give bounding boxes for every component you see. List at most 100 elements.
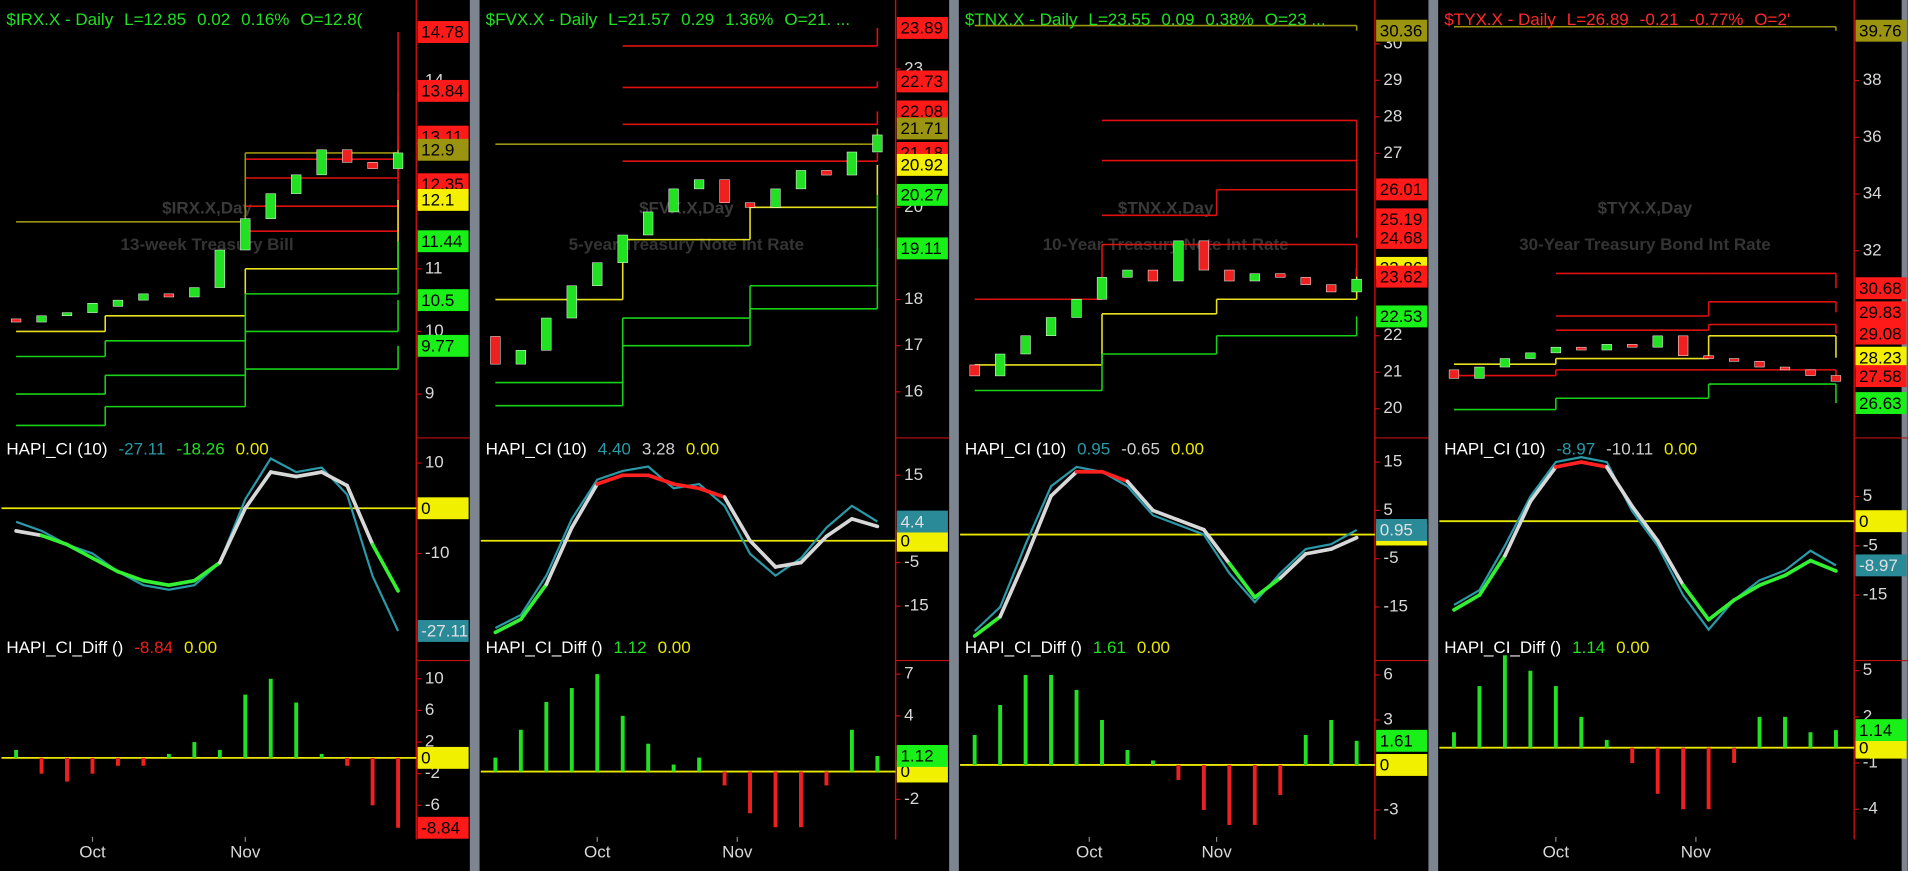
price-tag [896, 117, 948, 140]
price-tag [896, 153, 948, 176]
ci-smooth-segment [1757, 573, 1787, 588]
ci-smooth-segment [1477, 553, 1507, 597]
candle [744, 202, 756, 208]
ci-smooth-segment [1579, 460, 1609, 469]
watermark-subtitle: 30-Year Treasury Bond Int Rate [1519, 235, 1771, 254]
ci-tag [896, 510, 948, 533]
y-tick-label: 7 [904, 664, 913, 683]
candle [1300, 277, 1311, 285]
y-tick-label: 36 [1863, 127, 1882, 146]
y-tick-label: -2 [904, 789, 919, 808]
diff-bar [544, 701, 549, 772]
ci-smooth-segment [1125, 479, 1155, 513]
candle [1601, 344, 1612, 351]
price-tag-label: 39.76 [1859, 21, 1902, 40]
x-tick-label: Nov [1201, 842, 1232, 861]
ci-line [1453, 456, 1837, 632]
candle [1249, 273, 1260, 282]
x-tick-label: Nov [230, 842, 261, 861]
diff-bar [620, 715, 625, 772]
ci-smooth-segment [646, 473, 676, 486]
y-tick-label: 10 [425, 668, 444, 687]
diff-bar [1757, 716, 1762, 748]
header-text: 3.28 [642, 440, 675, 459]
level-tag-label: 0 [1859, 738, 1868, 757]
level-tag-label: 0 [900, 531, 909, 550]
header-text: 0.09 [1161, 10, 1194, 29]
diff-bar [116, 757, 120, 766]
diff-bar [1303, 734, 1308, 765]
y-tick-label: -6 [425, 795, 440, 814]
diff-bar [875, 755, 880, 772]
ci-smooth-segment [1303, 547, 1334, 556]
candle [969, 364, 980, 377]
header-text: 4.40 [598, 440, 631, 459]
candle [995, 353, 1006, 377]
header-text: 0.02 [197, 10, 230, 29]
ci-smooth-segment [65, 542, 95, 560]
diff-bar [1278, 764, 1283, 795]
ci-smooth-segment [1227, 561, 1257, 600]
header-text: -18.26 [176, 440, 224, 459]
candle [392, 152, 404, 169]
candle [1576, 346, 1587, 351]
watermark-subtitle: 5-year Treasury Note Int Rate [569, 235, 804, 254]
diff-tag-label: 1.14 [1859, 721, 1892, 740]
y-tick-label: 6 [425, 700, 434, 719]
y-tick-label: 38 [1863, 70, 1882, 89]
ci-smooth-segment [1630, 504, 1660, 543]
ci-line [15, 457, 400, 632]
header-text: $FVX.X - Daily [486, 10, 598, 29]
header-text: 1.61 [1093, 638, 1126, 657]
y-tick-label: 15 [1383, 452, 1402, 471]
candle [265, 193, 276, 219]
candle [795, 170, 807, 190]
price-tag-label: 24.68 [1380, 229, 1423, 248]
y-tick-label: 29 [1383, 70, 1402, 89]
y-tick-label: 4 [904, 705, 913, 724]
candle [1728, 358, 1740, 362]
price-tag [417, 138, 469, 161]
candle [291, 174, 302, 194]
header-text: 0.16% [241, 10, 289, 29]
header-text: -8.97 [1556, 440, 1595, 459]
diff-bar [799, 771, 803, 828]
ci-smooth-segment [243, 470, 273, 511]
diff-tag [1376, 729, 1428, 752]
candle [36, 315, 47, 323]
diff-bar [569, 688, 574, 772]
y-tick-label: 5 [1863, 486, 1872, 505]
price-tag [1855, 301, 1907, 324]
price-tag-label: 12.1 [421, 191, 454, 210]
header-text: 0.00 [686, 440, 719, 459]
ci-smooth-segment [1706, 598, 1736, 622]
ci-smooth-segment [1554, 460, 1584, 469]
price-tag-label: 26.63 [1859, 394, 1902, 413]
header-text: $IRX.X - Daily [6, 10, 113, 29]
diff-bar [1477, 686, 1482, 748]
y-tick-label: -15 [1383, 596, 1408, 615]
y-tick-label: 10 [425, 452, 444, 471]
header-text: 0.00 [1171, 440, 1204, 459]
header-text: HAPI_CI_Diff () [486, 638, 603, 657]
price-tag [1376, 265, 1428, 288]
ci-smooth-segment [671, 482, 701, 491]
candle [1224, 269, 1235, 282]
x-tick-label: Nov [722, 842, 753, 861]
diff-bar [192, 742, 197, 758]
level-tag-label: 0 [1859, 512, 1868, 531]
candle [1805, 369, 1816, 376]
diff-bar [671, 764, 676, 772]
diff-bar [345, 757, 350, 766]
diff-tag [1855, 719, 1907, 742]
diff-bar [773, 771, 778, 828]
y-tick-label: 2 [425, 732, 434, 751]
price-tag [1855, 322, 1907, 345]
ci-smooth-segment [192, 560, 222, 583]
ci-smooth-segment [1049, 469, 1079, 498]
panel-divider [1901, 0, 1908, 871]
header-text: L=23.55 [1088, 10, 1150, 29]
header-text: HAPI_CI (10) [6, 440, 107, 459]
ci-smooth-segment [1503, 499, 1533, 558]
